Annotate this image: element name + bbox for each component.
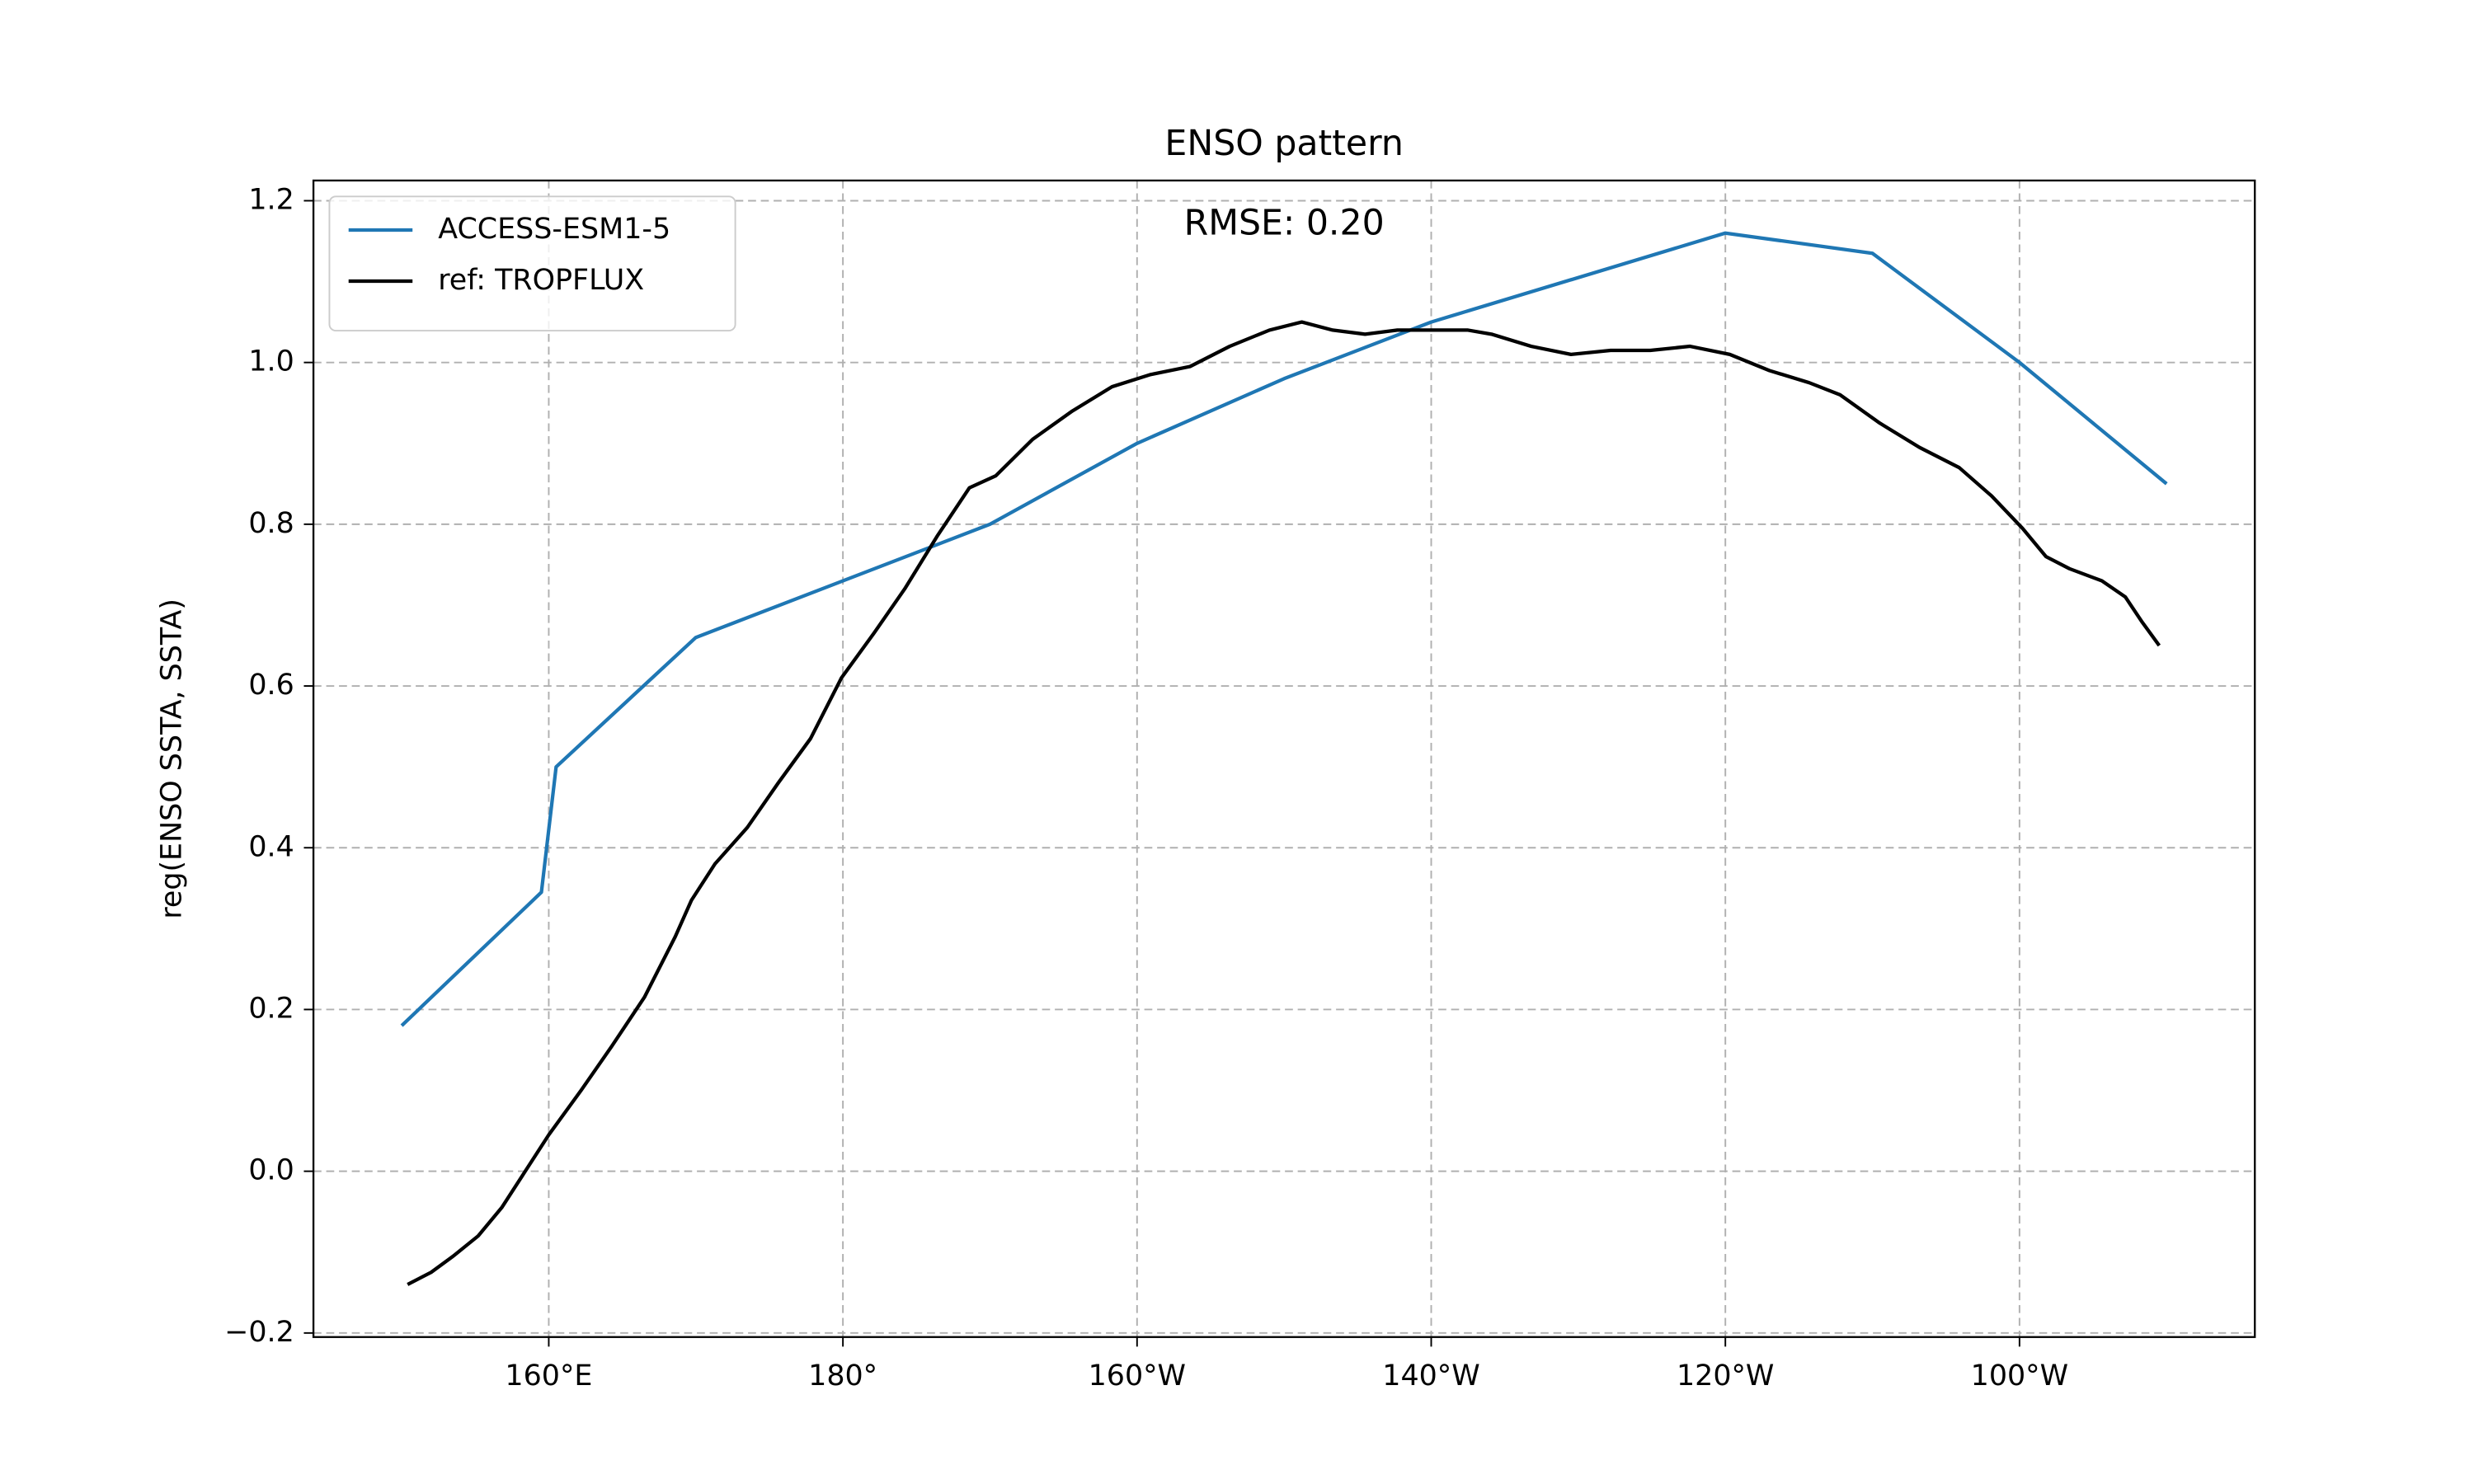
y-tick-label: 0.8: [248, 507, 294, 540]
y-tick-label: 0.4: [248, 830, 294, 863]
y-tick-label: −0.2: [224, 1316, 294, 1349]
y-tick-label: 1.0: [248, 345, 294, 378]
y-tick-label: 0.6: [248, 669, 294, 702]
series-line: [400, 231, 2168, 1027]
x-tick-label: 140°W: [1382, 1360, 1479, 1392]
y-tick-label: 0.2: [248, 992, 294, 1025]
legend-label: ACCESS-ESM1-5: [438, 213, 670, 246]
annotation: RMSE: 0.20: [1184, 203, 1385, 244]
y-tick-label: 1.2: [248, 183, 294, 216]
x-tick-label: 100°W: [1971, 1360, 2068, 1392]
x-tick-label: 160°W: [1089, 1360, 1186, 1392]
x-tick-label: 180°: [808, 1360, 877, 1392]
x-tick-label: 160°E: [505, 1360, 592, 1392]
y-axis-label: reg(ENSO SSTA, SSTA): [156, 599, 189, 919]
chart-title: ENSO pattern: [1164, 123, 1404, 164]
x-tick-label: 120°W: [1677, 1360, 1774, 1392]
legend-label: ref: TROPFLUX: [438, 264, 644, 297]
legend: ACCESS-ESM1-5 ref: TROPFLUX: [328, 195, 736, 332]
legend-box: [328, 195, 736, 332]
plot-frame: [312, 179, 2256, 1338]
series-line: [407, 320, 2161, 1286]
y-tick-label: 0.0: [248, 1154, 294, 1187]
